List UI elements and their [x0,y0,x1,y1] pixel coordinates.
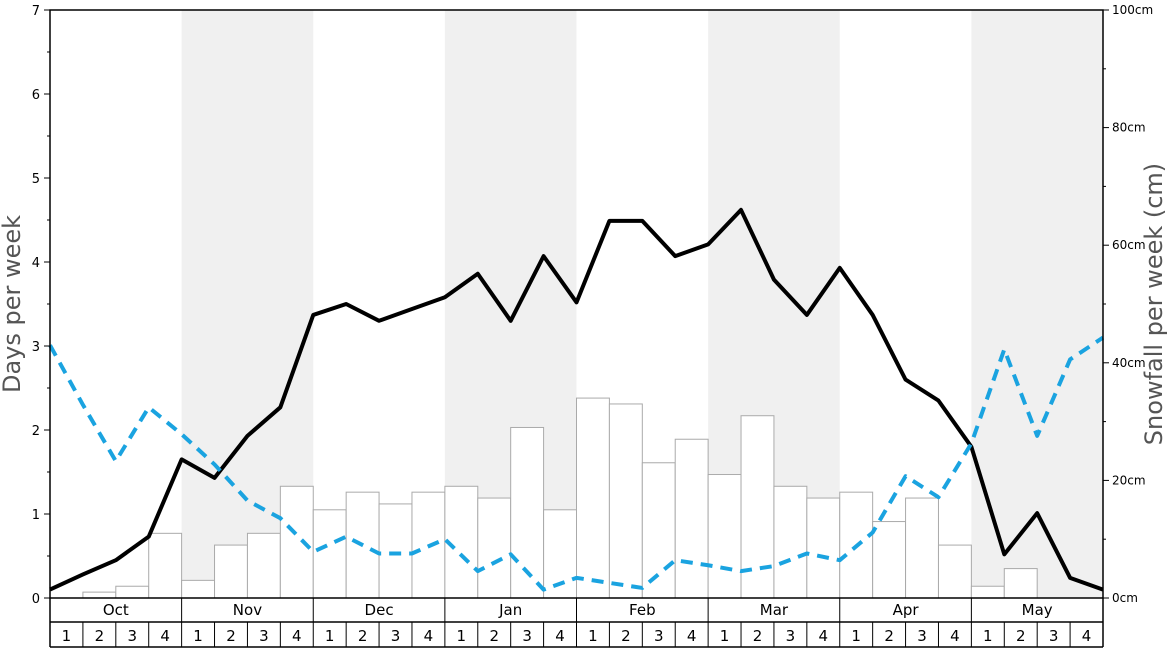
week-label: 1 [851,627,861,645]
x-axis: Oct 1 2 3 4 Nov 1 2 3 4 Dec 1 2 3 4 Jan 1 2 3 4 Feb 1 2 3 4 Mar 1 2… [49,598,1104,648]
week-label: 1 [457,627,467,645]
week-label: 4 [424,627,434,645]
week-label: 3 [259,627,269,645]
month-label-dec: Dec [365,601,394,619]
snowfall-bar [970,585,1005,599]
month-bands [181,10,1103,598]
dashed-series-line [48,335,1105,592]
snowfall-bar [312,509,347,599]
y2-axis-title: Snowfall per week (cm) [1140,163,1168,445]
snowfall-bar [641,462,676,599]
y2-tick-label: 60cm [1112,238,1146,252]
y-tick-label: 5 [32,172,40,187]
snowfall-bar [279,485,314,599]
week-label: 1 [983,627,993,645]
snowfall-bar [477,497,512,599]
month-label-mar: Mar [760,601,789,619]
month-label-feb: Feb [629,601,656,619]
week-label: 3 [654,627,664,645]
week-label: 3 [127,627,137,645]
month-band-may [971,10,1103,598]
snowfall-bar [905,497,939,599]
week-label: 1 [62,627,72,645]
y2-tick-label: 100cm [1112,3,1153,17]
y-tick-label: 7 [32,4,40,19]
week-label: 2 [95,627,105,645]
snowfall-bar [148,532,183,599]
week-label: 3 [786,627,796,645]
month-label-apr: Apr [893,601,920,619]
week-label: 1 [588,627,598,645]
week-label: 2 [621,627,631,645]
week-label: 4 [160,627,170,645]
month-label-jan: Jan [498,601,522,619]
y2-tick-label: 20cm [1112,473,1146,487]
month-label-nov: Nov [233,601,262,619]
week-label: 2 [753,627,763,645]
snowfall-bar [115,585,150,599]
week-label: 2 [489,627,499,645]
week-label: 2 [358,627,368,645]
snowfall-bar [576,397,610,599]
snowfall-bar [608,403,643,599]
week-label: 4 [687,627,697,645]
week-label: 4 [1082,627,1092,645]
snowfall-bar [214,544,248,599]
snowfall-bar [246,532,281,599]
y-tick-label: 6 [32,88,40,103]
snowfall-bar [806,497,841,599]
snowfall-bar [707,474,742,599]
left-axis: 0 1 2 3 4 5 6 7 [32,4,50,607]
snowfall-bar [1003,568,1038,599]
week-label: 3 [1049,627,1059,645]
snowfall-bar [937,544,972,599]
y2-tick-label: 40cm [1112,356,1146,370]
week-label: 3 [917,627,927,645]
snowfall-bar [674,438,709,599]
y-tick-label: 2 [32,424,40,439]
series-lines [48,207,1105,592]
snowfall-bar [378,503,413,599]
y2-tick-label: 0cm [1112,591,1138,605]
snowfall-bar [82,591,117,599]
y-tick-label: 4 [32,256,40,271]
week-label: 4 [555,627,565,645]
week-label: 3 [522,627,532,645]
week-label: 2 [1016,627,1026,645]
month-label-oct: Oct [103,601,129,619]
y-tick-label: 0 [32,592,40,607]
week-label: 1 [325,627,335,645]
snowfall-bar [773,485,808,599]
week-label: 2 [884,627,894,645]
week-label: 4 [292,627,302,645]
y2-tick-label: 80cm [1112,121,1146,135]
month-label-may: May [1022,601,1053,619]
week-label: 3 [391,627,401,645]
snowfall-bar [872,521,907,599]
week-label: 2 [226,627,236,645]
week-label: 1 [193,627,203,645]
week-label: 4 [950,627,960,645]
week-label: 1 [720,627,730,645]
week-label: 4 [819,627,829,645]
y-axis-title: Days per week [0,215,26,393]
y-tick-label: 1 [32,508,40,523]
solid-series-line [49,207,1104,592]
right-axis: 0cm 20cm 40cm 60cm 80cm 100cm [1103,3,1153,605]
snowfall-bar [181,579,216,599]
y-tick-label: 3 [32,340,40,355]
